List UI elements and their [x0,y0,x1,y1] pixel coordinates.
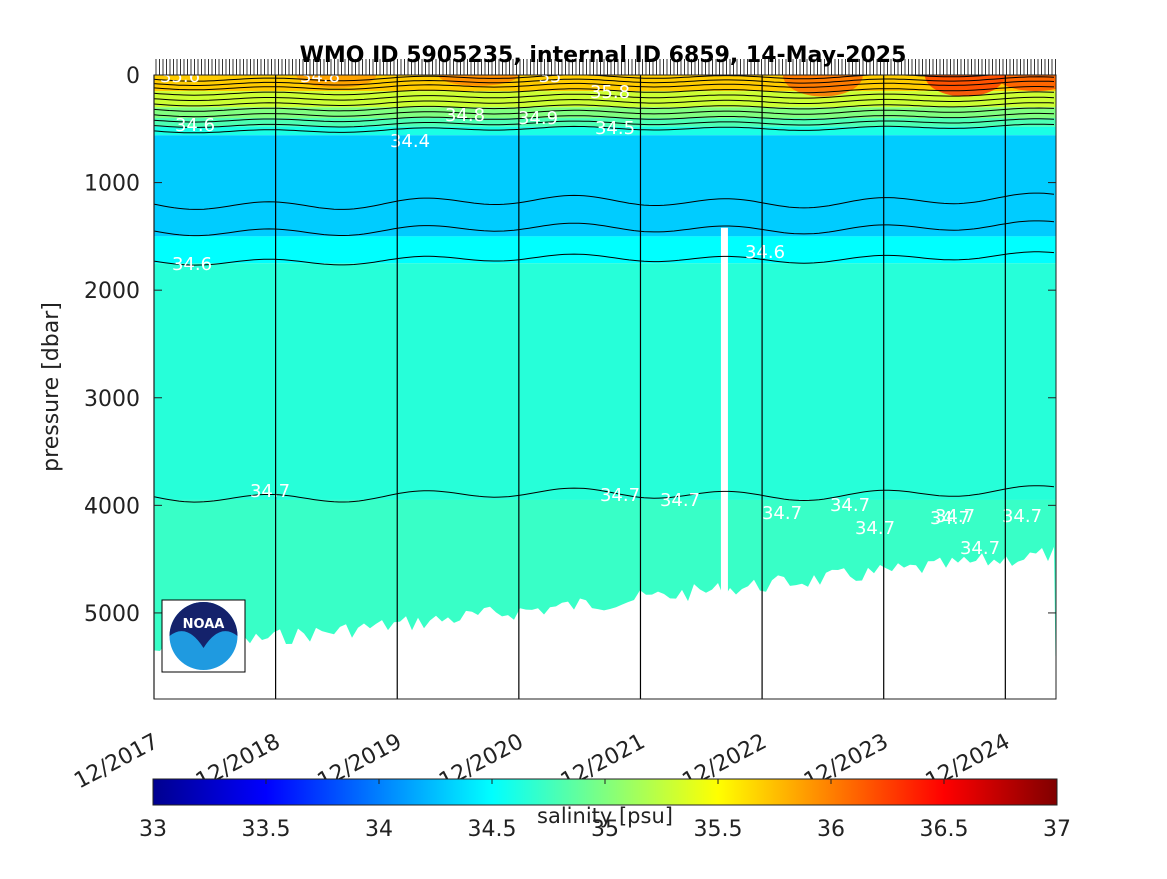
colorbar-tick-label: 37 [1043,817,1071,842]
colorbar-label: salinity [psu] [537,804,673,828]
contour-label: 34.8 [445,105,485,126]
plot-area: 35.6 34.8 35 35.8 34.6 34.8 34.9 34.5 34.4 34.6 34… [154,66,1056,699]
contour-label: 34.7 [855,518,895,539]
surface-contour-10 [154,123,1055,134]
contour-label: 34.5 [595,118,635,139]
contour-label: 34.6 [745,242,785,263]
contour-label: 35.8 [590,82,630,103]
contour-34-7 [154,485,1055,503]
surface-contour-5 [154,96,1055,107]
y-tick-label: 4000 [84,494,140,519]
contour-label: 35 [539,66,562,87]
colorbar-tick-label: 33.5 [242,817,291,842]
contour-label: 34.8 [300,66,340,87]
contour-34-4 [154,192,1055,210]
contour-label: 34.4 [390,131,430,152]
colorbar-tick-label: 34.5 [468,817,517,842]
surface-contour-8 [154,112,1055,123]
surface-contour-1 [154,76,1055,86]
contour-label: 34.7 [930,508,970,529]
surface-contour-0 [154,75,998,82]
contour-label: 34.7 [250,481,290,502]
colorbar-tick-label: 36.5 [920,817,969,842]
contour-label: 34.9 [518,108,558,129]
contour-label: 34.6 [175,115,215,136]
contour-34-6 [154,251,1055,266]
surface-contour-4 [154,91,1055,101]
contour-label: 34.6 [172,254,212,275]
salinity-layer-5 [154,135,1056,237]
surface-contour-6 [154,102,1055,112]
salinity-layer-6 [154,236,1056,264]
contour-label: 34.7 [935,506,975,527]
surface-contour-7 [154,107,1055,118]
contour-label: 34.7 [960,538,1000,559]
y-axis-label: pressure [dbar] [39,302,64,472]
salinity-layer-2 [154,107,1056,119]
surface-contour-2 [154,80,1055,91]
y-tick-label: 5000 [84,602,140,627]
surface-contour-3 [154,86,1055,96]
colorbar-tick-label: 36 [817,817,845,842]
contour-label: 35.6 [160,66,200,87]
colorbar-tick-label: 34 [365,817,393,842]
y-tick-label: 1000 [84,172,140,197]
no-data-region [154,546,1056,699]
y-tick-label: 3000 [84,387,140,412]
y-tick-label: 0 [126,64,140,89]
salinity-layer-4 [154,126,1056,136]
colorbar-tick-label: 35 [591,817,619,842]
contour-label: 34.7 [762,503,802,524]
contour-label: 34.7 [660,490,700,511]
noaa-logo: NOAA [161,599,246,673]
missing-profile-gap [720,227,728,603]
axes-box [153,74,1057,700]
colorbar-tick-label: 33 [139,817,167,842]
contour-label: 34.7 [830,495,870,516]
contour-label: 34.7 [600,485,640,506]
y-tick-label: 2000 [84,279,140,304]
x-tick-label: 12/2017 [70,729,162,794]
logo-top [169,602,238,648]
contour-34-5 [154,220,1055,237]
salinity-layer-7 [154,263,1056,500]
contour-label: 34.7 [1002,506,1042,527]
chart-title: WMO ID 5905235, internal ID 6859, 14-May… [300,43,907,68]
logo-text: NOAA [183,617,225,632]
colorbar-tick-label: 35.5 [694,817,743,842]
surface-contour-9 [154,118,1055,128]
